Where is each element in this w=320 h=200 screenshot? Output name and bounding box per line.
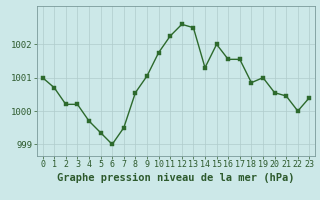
X-axis label: Graphe pression niveau de la mer (hPa): Graphe pression niveau de la mer (hPa) — [57, 173, 295, 183]
